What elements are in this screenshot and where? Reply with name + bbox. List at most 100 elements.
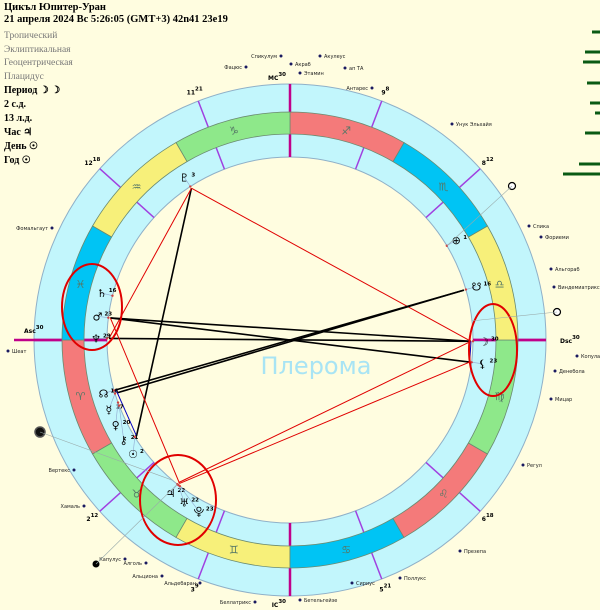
planet-pointer [184, 177, 191, 187]
fixed-star-label: Регул [527, 463, 542, 469]
sun-degree: 2 [140, 449, 144, 455]
planet-tick [117, 404, 121, 407]
planet-pointer [465, 286, 477, 290]
house-degree: 18 [486, 513, 494, 519]
house-number: IC [272, 602, 279, 609]
planet-tick [113, 392, 117, 395]
planet-tick [112, 389, 116, 392]
planet-pointer [132, 436, 136, 455]
mercury-degree: 17 [116, 405, 124, 411]
house-cusp-label: 1218 [84, 157, 100, 167]
proserpina-icon: ⯓ [194, 505, 205, 518]
planet-pointer [471, 362, 483, 364]
fixed-star-label: Денебола [559, 369, 585, 375]
fixed-star-label: Капулус [99, 557, 121, 563]
house-cusp-label: 98 [381, 87, 389, 97]
highlight-ellipse [61, 263, 123, 351]
star-dot [552, 285, 556, 289]
lunar-day: 13 л.д. [4, 113, 33, 124]
uranus-degree: 22 [191, 498, 199, 504]
fixed-star-label: Акулеус [324, 54, 346, 60]
pluto-degree: 3 [191, 172, 195, 178]
star-dot [549, 397, 553, 401]
fixed-star-label: Антарес [346, 86, 368, 92]
house-cusp-label: 39 [191, 583, 199, 593]
chart-datetime: 21 апреля 2024 Вс 5:26:05 (GMT+3) 42n41 … [4, 14, 228, 25]
mercury-icon: ☿ [106, 404, 113, 417]
day-ruler: День ☉ [4, 141, 38, 152]
fixed-star-label: Бетельгейзе [304, 597, 337, 604]
house-cusp-label: IC30 [272, 599, 286, 609]
planet-tick [471, 340, 475, 343]
fixed-star-label: Копула [581, 354, 600, 360]
fixed-star-label: Фомальгаут [16, 226, 48, 232]
house-cusp-label: 1121 [187, 87, 203, 97]
period-ruler: Период ☽ ☽ [4, 85, 61, 96]
planet-tick [111, 294, 114, 297]
star-dot [50, 226, 54, 230]
planet-tick [178, 484, 182, 488]
sign-glyph-icon: ♈︎ [75, 390, 85, 403]
fortune-icon: ⊕ [452, 234, 461, 247]
fixed-star-label: Этамин [304, 71, 324, 77]
saturn-degree: 16 [109, 288, 117, 294]
house-cusp-label: Asc30 [24, 325, 44, 335]
house-degree: 12 [91, 513, 99, 519]
planet-tick [107, 316, 110, 319]
planet-pointer [108, 393, 116, 410]
fixed-star-label: Шеат [12, 349, 26, 355]
fixed-star-label: Альциона [132, 574, 158, 580]
planet-tick [470, 361, 473, 364]
chiron-icon: ⚷ [120, 434, 128, 447]
jupiter-degree: 22 [178, 488, 186, 494]
neptune-degree: 29 [103, 333, 111, 339]
fixed-star-label: Хамаль [61, 504, 81, 510]
highlight-ellipse [139, 454, 217, 546]
house-cusp-label: 618 [482, 513, 494, 523]
sun-icon: ☉ [128, 448, 138, 461]
planet-tick [105, 337, 109, 340]
point-pointer [471, 311, 558, 322]
star-dot [343, 66, 347, 70]
proserpina-degree: 23 [206, 506, 214, 512]
aspect-line-mercury-southnode [116, 289, 465, 394]
planet-pointer [97, 316, 109, 318]
star-dot [318, 54, 322, 58]
star-dot [6, 349, 10, 353]
fixed-star-label: ап ТА [349, 66, 364, 72]
point-pointer [95, 483, 178, 565]
house-system: Плацидус [4, 71, 44, 82]
planet-pointer [101, 292, 113, 297]
planet-tick [116, 401, 120, 404]
aspect-line-pluto-sun [135, 188, 193, 437]
fixed-star-label: Альдебаран [164, 581, 196, 587]
house-degree: 18 [93, 157, 101, 163]
moon-degree: 30 [491, 336, 499, 342]
sign-glyph-icon: ♎︎ [495, 278, 505, 291]
star-dot [527, 224, 531, 228]
point-pointer [39, 431, 173, 481]
sign-glyph-icon: ♐︎ [341, 124, 351, 137]
fixed-star-label: Унук Эльхайя [456, 121, 492, 128]
star-dot [521, 463, 525, 467]
house-cusp-label: Dsc30 [560, 335, 580, 345]
fixed-star-label: Фориеми [545, 235, 569, 241]
fixed-star-label: Виндемиатрикс [558, 285, 600, 291]
node-degree: 16 [111, 388, 119, 394]
house-number: 2 [86, 516, 90, 523]
star-dot [160, 574, 164, 578]
aspect-line-pluto-neptune [108, 187, 192, 339]
star-dot [350, 581, 354, 585]
southnode-icon: ☋ [472, 281, 482, 294]
lilith-icon: ⚸ [479, 358, 487, 371]
fixed-star-label: Поллукс [404, 576, 426, 582]
house-number: 12 [84, 160, 92, 167]
fixed-star-label: Сириус [356, 581, 375, 587]
house-number: MC [268, 75, 279, 82]
planet-pointer [178, 484, 185, 503]
fixed-star-label: Беллатрикс [220, 600, 251, 606]
zodiac-sign-12 [61, 225, 113, 341]
star-dot [553, 369, 557, 373]
house-number: 11 [187, 90, 195, 97]
